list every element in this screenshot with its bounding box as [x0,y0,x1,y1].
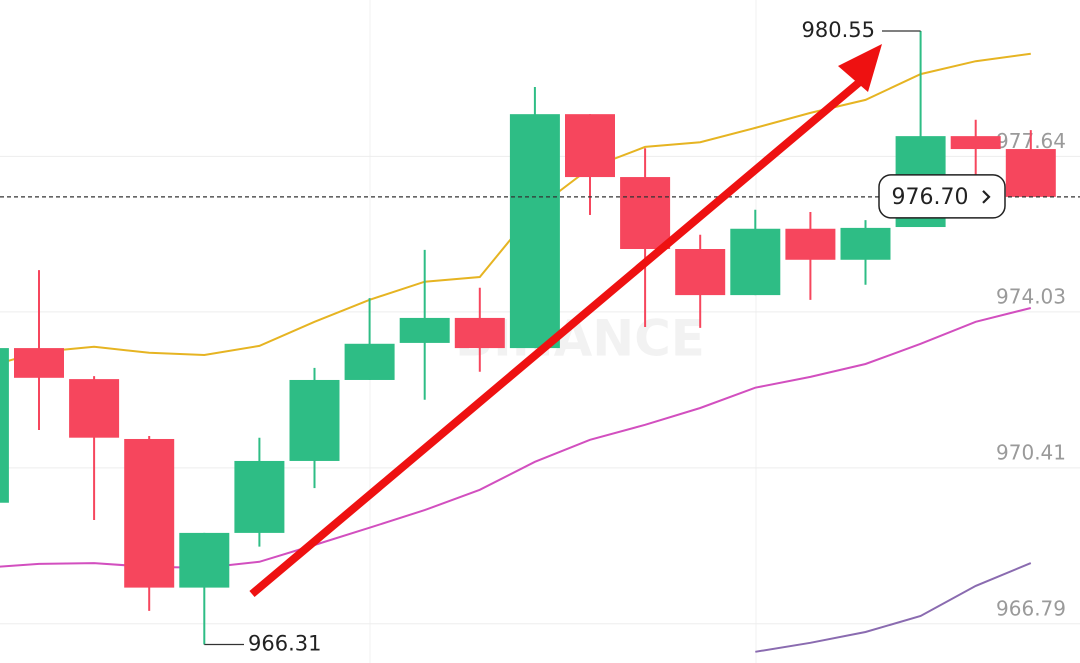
candle-body [730,228,781,296]
candle-body [620,177,671,250]
candle-body [565,114,615,178]
candle-body [785,228,836,260]
candle-body [399,317,450,343]
candle-body [14,348,64,378]
candle-body [69,379,120,438]
candle-body [1005,149,1056,197]
arrow-head [838,44,882,92]
candle-body [179,532,230,588]
candle-body [840,227,891,260]
ma-line [0,52,1031,365]
candle-body [454,317,505,349]
candle-body [124,438,175,588]
y-tick-label: 970.41 [996,440,1066,464]
y-tick-label: 974.03 [996,284,1066,308]
candle-body [509,114,560,349]
candle-body [950,136,1001,150]
candle-body [289,379,340,461]
price-chevron [982,190,991,204]
high-label: 980.55 [802,18,875,42]
candle-body [234,460,285,533]
candle-body [675,249,726,296]
low-label: 966.31 [248,631,321,655]
candle-body [344,343,395,380]
ma-line [755,562,1032,653]
price-tag [878,174,1006,219]
trend-arrow [249,76,865,598]
price-label: 976.70 [892,185,969,210]
y-tick-label: 966.79 [996,596,1066,620]
candle-body [0,348,9,503]
